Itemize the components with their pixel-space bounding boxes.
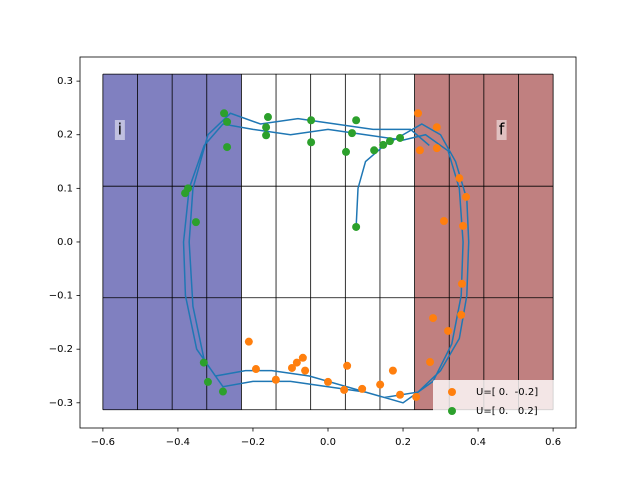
point xyxy=(396,390,405,399)
point xyxy=(370,146,379,155)
point xyxy=(432,123,441,132)
legend-label: U=[ 0. -0.2] xyxy=(476,387,538,398)
point xyxy=(220,109,229,118)
region-label: i xyxy=(118,120,122,139)
y-tick-label: 0.2 xyxy=(57,130,73,141)
point xyxy=(223,143,232,152)
x-tick-label: −0.2 xyxy=(241,437,265,448)
point xyxy=(385,137,394,146)
point xyxy=(376,380,385,389)
y-tick-label: 0.3 xyxy=(57,76,73,87)
point xyxy=(271,375,280,384)
legend-box xyxy=(433,380,570,424)
x-tick-label: 0.0 xyxy=(320,437,336,448)
point xyxy=(429,314,438,323)
point xyxy=(396,133,405,142)
point xyxy=(352,222,361,231)
trajectory xyxy=(182,112,470,404)
point xyxy=(262,123,271,132)
point xyxy=(358,384,367,393)
point xyxy=(307,138,316,147)
x-tick-label: −0.6 xyxy=(91,437,115,448)
point xyxy=(340,385,349,394)
legend-marker xyxy=(448,407,456,415)
point xyxy=(181,189,190,198)
region-label-bg xyxy=(114,120,125,140)
point xyxy=(343,361,352,370)
point xyxy=(426,358,435,367)
region-label-bg xyxy=(496,120,507,140)
point xyxy=(307,116,316,125)
point xyxy=(412,392,421,401)
point xyxy=(415,146,424,155)
point xyxy=(203,377,212,386)
x-tick-label: 0.4 xyxy=(470,437,486,448)
point xyxy=(223,117,232,126)
point xyxy=(379,140,388,149)
point xyxy=(432,144,441,153)
point xyxy=(301,366,310,375)
y-tick-label: −0.1 xyxy=(49,291,73,302)
point xyxy=(324,377,332,386)
point xyxy=(455,174,464,183)
point xyxy=(457,279,466,288)
y-tick-label: −0.3 xyxy=(49,398,73,409)
y-tick-label: −0.2 xyxy=(49,344,73,355)
point xyxy=(251,365,260,374)
point xyxy=(292,358,301,367)
point xyxy=(263,113,272,122)
point xyxy=(457,310,466,319)
legend-label: U=[ 0. 0.2] xyxy=(476,406,538,417)
point xyxy=(262,131,271,140)
point xyxy=(444,326,453,335)
y-tick-label: 0.0 xyxy=(57,237,73,248)
y-tick-label: 0.1 xyxy=(57,183,73,194)
region-label: f xyxy=(499,120,505,139)
x-tick-label: −0.4 xyxy=(166,437,190,448)
point xyxy=(342,147,351,156)
point xyxy=(388,366,397,375)
point xyxy=(348,129,357,138)
x-tick-label: 0.6 xyxy=(545,437,561,448)
legend-marker xyxy=(448,388,456,396)
point xyxy=(218,387,227,396)
point xyxy=(191,218,200,227)
point xyxy=(298,353,307,362)
point xyxy=(439,217,448,226)
point xyxy=(352,116,361,125)
point xyxy=(459,221,468,230)
point xyxy=(244,337,253,346)
point xyxy=(462,192,471,201)
point xyxy=(199,358,208,367)
point xyxy=(287,363,296,372)
x-tick-label: 0.2 xyxy=(395,437,411,448)
point xyxy=(414,109,423,118)
